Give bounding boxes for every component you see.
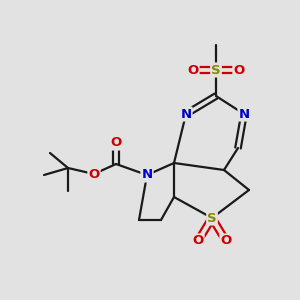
Text: N: N (238, 107, 250, 121)
Text: O: O (192, 235, 204, 248)
Text: O: O (233, 64, 244, 76)
Text: O: O (110, 136, 122, 149)
Text: S: S (207, 212, 217, 224)
Text: O: O (88, 167, 100, 181)
Text: N: N (180, 107, 192, 121)
Text: N: N (141, 169, 153, 182)
Text: O: O (220, 235, 232, 248)
Text: S: S (211, 64, 221, 76)
Text: O: O (188, 64, 199, 76)
